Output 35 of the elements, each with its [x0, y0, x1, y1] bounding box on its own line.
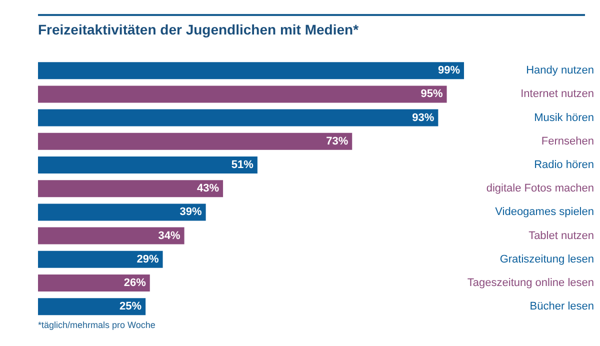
data-label: 93%	[412, 112, 434, 124]
bar	[38, 204, 206, 221]
data-label: 34%	[158, 230, 181, 242]
bar	[38, 298, 146, 316]
bar	[38, 86, 447, 103]
bar	[38, 227, 184, 244]
bar	[38, 132, 352, 150]
bar	[38, 62, 464, 80]
bar	[38, 180, 224, 198]
bar	[38, 250, 163, 268]
data-label: 43%	[197, 182, 220, 195]
data-label: 26%	[124, 277, 146, 290]
data-label: 99%	[438, 64, 460, 77]
y-tick-label: Handy nutzen	[526, 64, 594, 77]
data-label: 29%	[136, 253, 159, 266]
y-tick-label: digitale Fotos machen	[486, 182, 594, 195]
data-label: 73%	[326, 135, 348, 148]
text: *täglich/mehrmals pro Woche	[38, 320, 156, 330]
y-tick-label: Fernsehen	[541, 135, 594, 148]
y-tick-label: Tablet nutzen	[528, 230, 594, 242]
y-tick-label: Radio hören	[534, 159, 594, 172]
chart-title: Freizeitaktivitäten der Jugendlichen mit Medien*	[38, 21, 360, 38]
bar	[38, 109, 438, 126]
data-label: 95%	[420, 88, 443, 100]
y-tick-label: Tageszeitung online lesen	[467, 277, 594, 290]
data-label: 25%	[120, 300, 142, 313]
y-tick-label: Musik hören	[534, 112, 594, 124]
bar	[38, 274, 150, 292]
y-tick-label: Internet nutzen	[520, 88, 594, 100]
y-tick-label: Bücher lesen	[530, 300, 594, 313]
y-tick-label: Videogames spielen	[495, 206, 594, 218]
data-label: 39%	[180, 206, 202, 218]
y-tick-label: Gratiszeitung lesen	[500, 253, 594, 266]
data-label: 51%	[231, 159, 254, 172]
bar	[38, 156, 258, 174]
